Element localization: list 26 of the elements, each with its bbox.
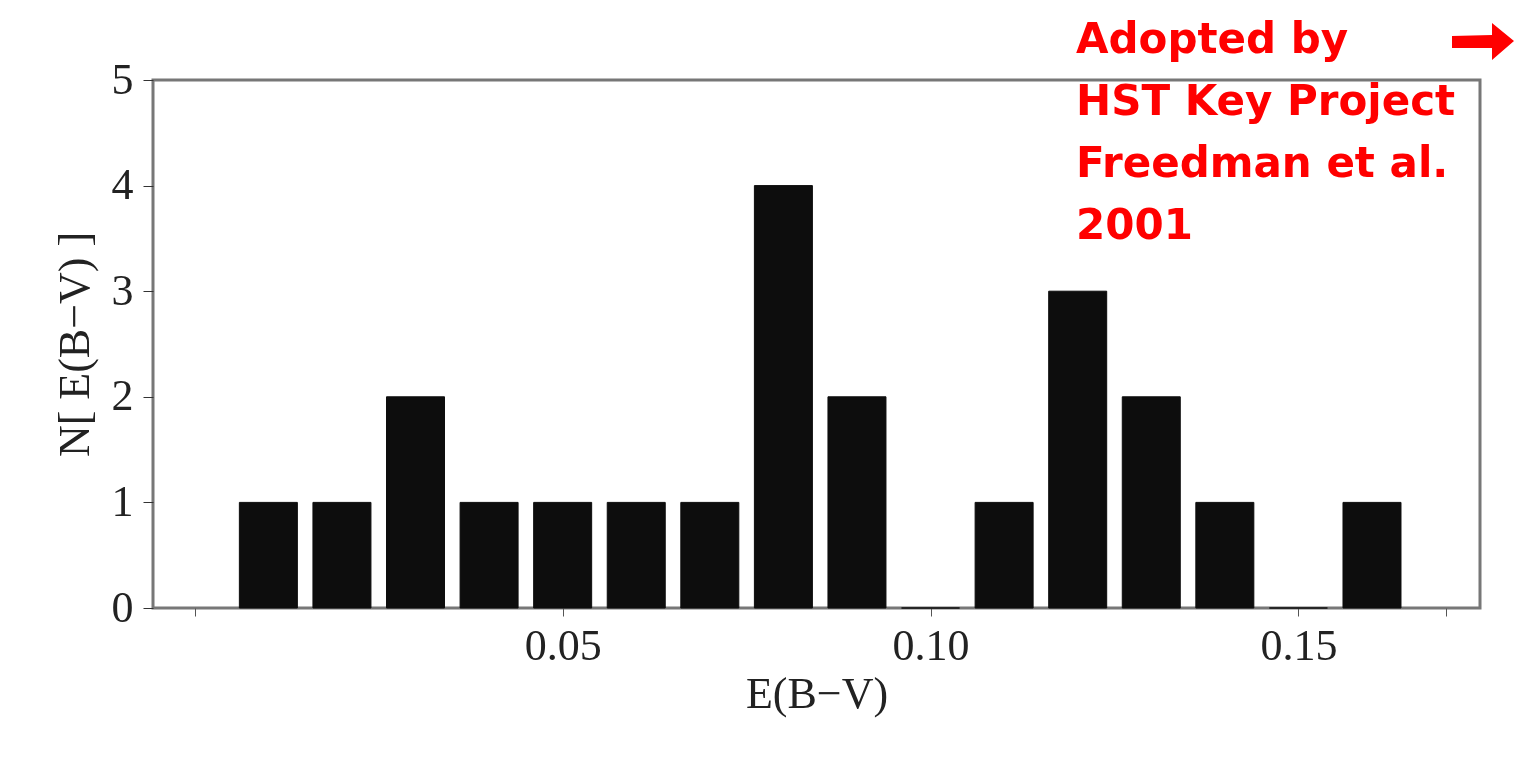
bar	[974, 501, 1034, 609]
x-tick-label: 0.10	[892, 620, 970, 670]
y-tick-label: 4	[111, 160, 134, 210]
bar	[1342, 501, 1402, 609]
bar	[533, 501, 593, 609]
y-tick-label: 5	[111, 54, 134, 104]
bar	[459, 501, 519, 609]
bar	[827, 396, 887, 609]
bar	[680, 501, 740, 609]
bar	[606, 501, 666, 609]
bar	[312, 501, 372, 609]
bar	[386, 396, 446, 609]
y-tick-label: 2	[111, 371, 134, 421]
bar	[1121, 396, 1181, 609]
bar	[1195, 501, 1255, 609]
y-tick-label: 3	[111, 265, 134, 315]
bar	[1048, 290, 1108, 609]
x-tick-label: 0.15	[1260, 620, 1338, 670]
x-axis-title: E(B−V)	[745, 668, 889, 718]
bar	[238, 501, 298, 609]
y-tick-label: 0	[111, 582, 134, 632]
annotation: Adopted by HST Key Project Freedman et al. 2001	[1076, 13, 1456, 251]
y-tick-label: 1	[111, 476, 134, 526]
bar	[753, 185, 813, 609]
x-tick-label: 0.05	[524, 620, 602, 670]
y-axis-title: N[ E(B−V) ]	[49, 231, 99, 458]
